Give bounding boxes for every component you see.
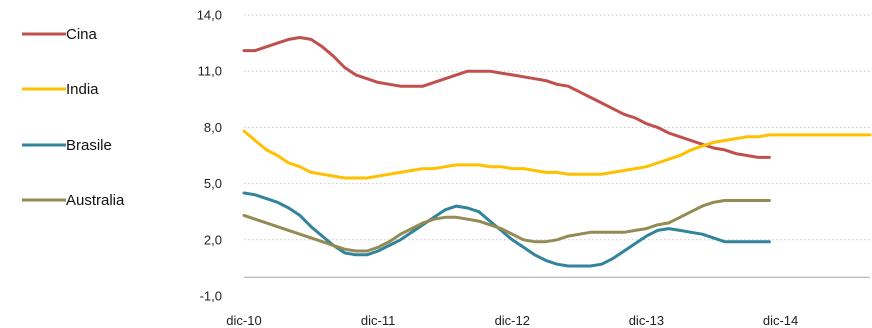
legend-label: Brasile — [66, 137, 112, 154]
x-tick-label: dic-10 — [226, 313, 261, 328]
y-tick-label: 11,0 — [198, 64, 222, 79]
legend-item-cina: Cina — [22, 26, 98, 43]
legend-label: Cina — [66, 26, 98, 43]
x-tick-label: dic-13 — [629, 313, 664, 328]
gridlines — [244, 14, 870, 278]
y-tick-label: 2,0 — [204, 232, 222, 247]
legend-item-australia: Australia — [22, 192, 125, 209]
x-tick-label: dic-14 — [763, 313, 798, 328]
x-tick-label: dic-11 — [361, 313, 395, 328]
series-line-india — [242, 129, 872, 180]
y-tick-label: 8,0 — [204, 120, 222, 135]
y-tick-label: 5,0 — [204, 176, 222, 191]
series-lines — [242, 36, 872, 268]
y-axis: -1,0 2,0 5,0 8,0 11,0 14,0 — [197, 8, 222, 304]
series-line-cina — [242, 36, 771, 159]
x-axis: dic-10 dic-11 dic-12 dic-13 dic-14 — [226, 313, 798, 328]
legend-item-brasile: Brasile — [22, 137, 112, 154]
legend-label: Australia — [66, 192, 125, 209]
series-line-brasile — [242, 191, 771, 268]
legend-label: India — [66, 81, 99, 98]
legend-item-india: India — [22, 81, 99, 98]
y-tick-label: -1,0 — [200, 289, 222, 304]
y-tick-label: 14,0 — [197, 8, 222, 23]
x-tick-label: dic-12 — [495, 313, 530, 328]
series-line-australia — [242, 199, 771, 253]
legend: Cina India Brasile Australia — [22, 26, 125, 209]
